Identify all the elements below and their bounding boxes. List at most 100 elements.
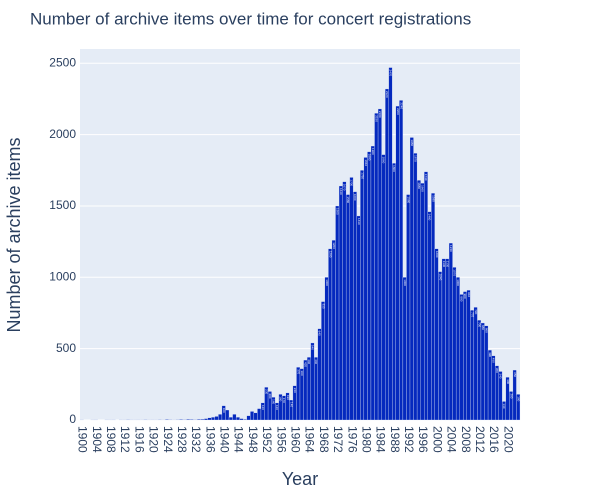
value-label: 1750 bbox=[360, 172, 364, 179]
value-label: 440 bbox=[307, 359, 311, 364]
value-label: 420 bbox=[304, 362, 308, 367]
value-label: 2470 bbox=[389, 70, 393, 77]
x-tick-label: 1960 bbox=[289, 426, 303, 453]
bar bbox=[434, 248, 439, 421]
x-tick-label: 1984 bbox=[374, 426, 388, 453]
x-tick-label: 2020 bbox=[501, 426, 515, 453]
value-label: 2150 bbox=[374, 115, 378, 122]
y-tick-label: 0 bbox=[69, 412, 76, 426]
bar bbox=[399, 100, 404, 421]
value-label: 660 bbox=[484, 328, 488, 333]
value-label: 1920 bbox=[371, 148, 375, 155]
bar bbox=[370, 145, 375, 421]
bar bbox=[459, 294, 464, 421]
bar bbox=[484, 325, 489, 421]
y-axis-title: Number of archive items bbox=[4, 137, 24, 332]
x-tick-label: 1912 bbox=[118, 426, 132, 453]
value-label: 120 bbox=[261, 405, 265, 410]
value-label: 1430 bbox=[357, 218, 361, 225]
value-label: 130 bbox=[502, 403, 506, 408]
value-label: 180 bbox=[516, 396, 520, 401]
value-label: 1640 bbox=[339, 188, 343, 195]
bar bbox=[477, 319, 482, 421]
bar bbox=[416, 180, 421, 421]
bar bbox=[243, 419, 247, 421]
bar bbox=[303, 359, 308, 421]
bar bbox=[317, 328, 322, 421]
x-tick-label: 1936 bbox=[203, 426, 217, 453]
value-label: 910 bbox=[467, 292, 471, 297]
value-label: 1040 bbox=[438, 274, 442, 281]
value-label: 1800 bbox=[392, 165, 396, 172]
x-tick-label: 1948 bbox=[246, 426, 260, 453]
value-label: 1860 bbox=[382, 157, 386, 164]
bar bbox=[306, 357, 311, 421]
bar bbox=[189, 419, 194, 421]
bar bbox=[349, 177, 354, 421]
value-label: 180 bbox=[279, 396, 283, 401]
value-label: 1580 bbox=[406, 197, 410, 204]
value-label: 1700 bbox=[350, 179, 354, 186]
bar bbox=[445, 258, 450, 421]
bar bbox=[299, 368, 304, 421]
x-tick-label: 1996 bbox=[416, 426, 430, 453]
bar bbox=[296, 367, 301, 421]
value-label: 350 bbox=[513, 372, 517, 377]
value-label: 900 bbox=[463, 294, 467, 299]
bar bbox=[353, 191, 357, 421]
bar bbox=[452, 267, 457, 421]
value-label: 1840 bbox=[364, 159, 368, 166]
bar bbox=[498, 371, 503, 421]
bar bbox=[200, 418, 205, 421]
x-tick-label: 1924 bbox=[161, 426, 175, 453]
x-tick-label: 2000 bbox=[430, 426, 444, 453]
bar bbox=[367, 151, 372, 421]
value-label: 1580 bbox=[346, 197, 350, 204]
y-tick-label: 2500 bbox=[49, 55, 76, 69]
value-label: 2200 bbox=[396, 108, 400, 115]
bar bbox=[392, 163, 396, 421]
bar bbox=[413, 153, 418, 421]
bar bbox=[228, 416, 233, 421]
value-label: 1740 bbox=[424, 174, 428, 181]
x-tick-label: 1932 bbox=[189, 426, 203, 453]
bar bbox=[427, 211, 432, 421]
value-label: 1980 bbox=[410, 139, 414, 146]
bar bbox=[377, 108, 382, 421]
bar bbox=[480, 322, 485, 421]
value-label: 2240 bbox=[399, 102, 403, 109]
x-tick-label: 1972 bbox=[331, 426, 345, 453]
bar bbox=[374, 113, 379, 421]
bar bbox=[470, 309, 475, 421]
x-tick-label: 2008 bbox=[459, 426, 473, 453]
bar bbox=[204, 418, 208, 421]
bar bbox=[356, 215, 361, 421]
value-label: 140 bbox=[289, 402, 293, 407]
bar bbox=[381, 154, 386, 421]
bar bbox=[324, 277, 329, 421]
value-label: 1000 bbox=[403, 279, 407, 286]
x-tick-label: 2004 bbox=[445, 426, 459, 453]
value-label: 640 bbox=[318, 331, 322, 336]
x-axis-title: Year bbox=[282, 469, 318, 489]
bar bbox=[495, 365, 499, 421]
x-tick-label: 1904 bbox=[90, 426, 104, 453]
x-tick-label: 1988 bbox=[388, 426, 402, 453]
bar bbox=[345, 194, 350, 421]
chart-title: Number of archive items over time for co… bbox=[30, 9, 471, 28]
bar bbox=[441, 258, 446, 421]
value-label: 200 bbox=[509, 393, 513, 398]
value-label: 490 bbox=[488, 352, 492, 357]
value-label: 380 bbox=[495, 368, 499, 373]
bar bbox=[385, 88, 389, 421]
value-label: 700 bbox=[477, 322, 481, 327]
bar bbox=[463, 291, 467, 421]
bar bbox=[165, 419, 169, 421]
x-tick-label: 1968 bbox=[317, 426, 331, 453]
bar bbox=[246, 415, 251, 421]
x-tick-label: 1980 bbox=[359, 426, 373, 453]
bar bbox=[431, 192, 435, 421]
bar bbox=[250, 411, 255, 421]
bar bbox=[363, 157, 368, 421]
